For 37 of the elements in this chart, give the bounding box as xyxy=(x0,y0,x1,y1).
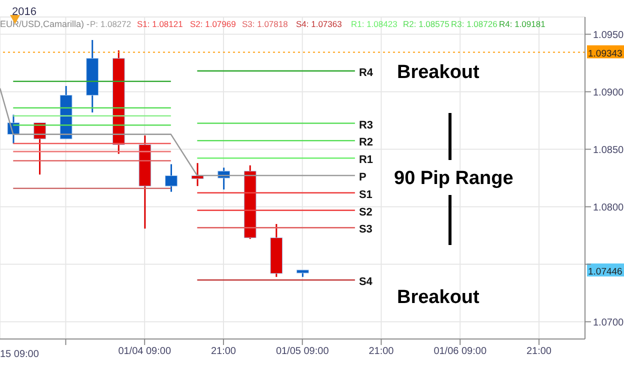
annotation: S1: 1.08121 xyxy=(137,19,184,29)
y-tick-label: 1.0850 xyxy=(593,144,624,156)
annotation: Breakout xyxy=(397,62,480,83)
annotation: R1: 1.08423 xyxy=(351,19,398,29)
x-tick-label: 21:00 xyxy=(368,346,394,358)
annotation: 1.07446 xyxy=(588,266,622,278)
x-tick-label: 01/05 09:00 xyxy=(276,346,330,358)
annotation: 90 Pip Range xyxy=(394,168,514,189)
annotation: R3: 1.08726 xyxy=(451,19,498,29)
series-label: R1 xyxy=(358,154,374,166)
ref-line-label: 1.09343 xyxy=(588,48,622,60)
series-label: S1 xyxy=(358,188,372,201)
x-tick-label: 21:00 xyxy=(210,346,236,358)
y-tick-label: 1.0700 xyxy=(593,317,624,328)
series-label: R4 xyxy=(358,66,374,79)
y-tick-label: 1.0800 xyxy=(593,202,624,214)
series-label: R3 xyxy=(358,119,374,132)
series-label: S2 xyxy=(358,206,372,218)
annotation: R2: 1.08575 xyxy=(403,19,450,29)
x-tick-label: 01/04 09:00 xyxy=(118,346,172,358)
annotation: S2: 1.07969 xyxy=(190,19,236,29)
annotation: Breakout xyxy=(397,287,480,308)
annotation: R4: 1.09181 xyxy=(499,19,546,29)
text: 15 09:00 xyxy=(0,349,40,360)
series-label: P xyxy=(358,171,366,184)
x-tick-label: 21:00 xyxy=(526,346,552,358)
y-tick-label: 1.0900 xyxy=(593,87,624,98)
y-tick-label: 1.0950 xyxy=(593,30,624,41)
series-label: S3 xyxy=(358,224,372,236)
annotation: P: 1.08272 xyxy=(90,19,132,29)
annotation: S3: 1.07818 xyxy=(242,19,288,29)
x-tick-label: 01/06 09:00 xyxy=(434,346,487,358)
series-label: S4 xyxy=(358,276,374,288)
annotation: S4: 1.07363 xyxy=(296,19,342,29)
annotation: EUR/USD,Camarilla) - xyxy=(0,19,90,29)
annotation: 2016 xyxy=(12,6,36,18)
series-label: R2 xyxy=(358,136,374,149)
